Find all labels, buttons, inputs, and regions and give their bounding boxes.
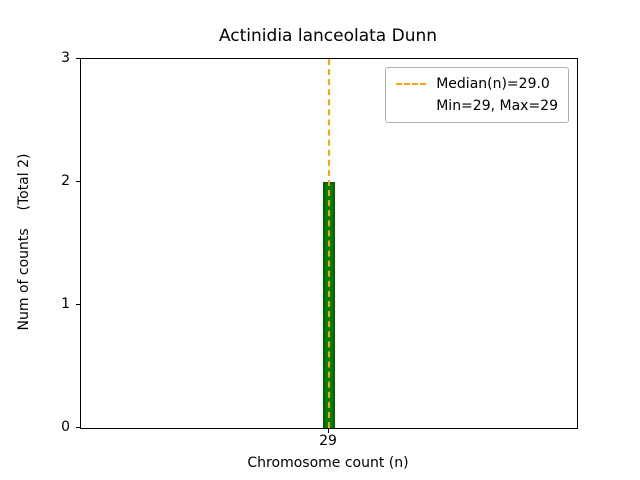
y-tick-mark xyxy=(76,180,80,182)
x-tick-label: 29 xyxy=(319,433,337,449)
legend-label-minmax: Min=29, Max=29 xyxy=(436,98,558,114)
plot-area: Median(n)=29.0 Min=29, Max=29 xyxy=(80,58,578,429)
legend-entry-minmax: Min=29, Max=29 xyxy=(396,98,558,114)
y-tick-label: 3 xyxy=(61,50,70,66)
legend-label-median: Median(n)=29.0 xyxy=(436,76,550,92)
y-tick-mark xyxy=(76,57,80,59)
median-line xyxy=(328,59,330,428)
median-dashed-line-swatch xyxy=(396,83,427,85)
y-tick-label: 2 xyxy=(61,173,70,189)
y-tick-mark xyxy=(76,303,80,305)
chart-title: Actinidia lanceolata Dunn xyxy=(218,26,438,46)
y-axis-label: Num of counts (Total 2) xyxy=(16,153,32,331)
y-tick-label: 1 xyxy=(61,296,70,312)
y-tick-mark xyxy=(76,426,80,428)
legend: Median(n)=29.0 Min=29, Max=29 xyxy=(385,67,569,123)
legend-entry-median: Median(n)=29.0 xyxy=(396,76,558,92)
x-axis-label: Chromosome count (n) xyxy=(247,455,409,471)
y-tick-label: 0 xyxy=(61,419,70,435)
x-tick-mark xyxy=(327,429,329,433)
